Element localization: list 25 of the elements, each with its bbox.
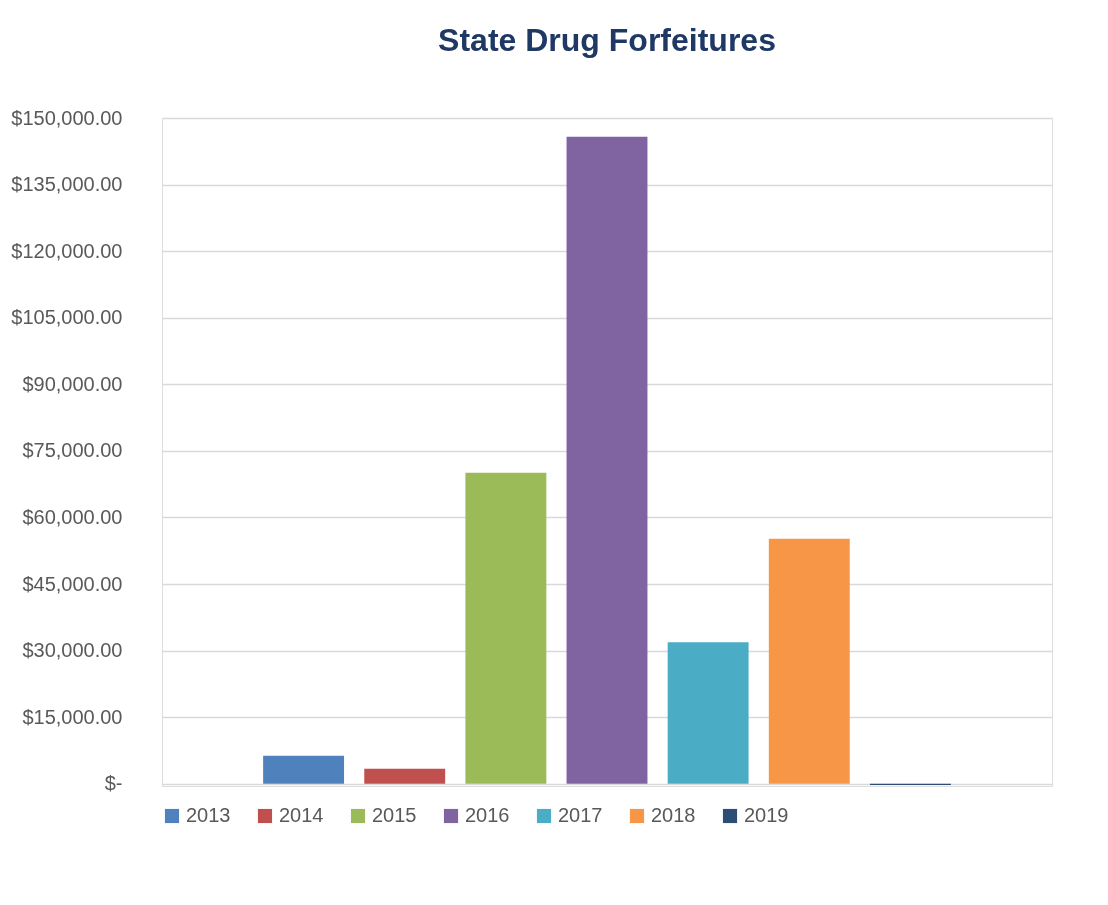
y-tick-label: $15,000.00	[22, 705, 123, 728]
legend-label: 2014	[279, 804, 324, 826]
legend-label: 2016	[465, 804, 510, 826]
y-tick-label: $135,000.00	[11, 173, 123, 196]
y-tick-label: $30,000.00	[22, 639, 123, 662]
bar	[364, 768, 446, 784]
legend-label: 2018	[651, 804, 696, 826]
bar	[566, 136, 648, 784]
chart-title: State Drug Forfeitures	[438, 22, 776, 58]
legend-label: 2013	[186, 804, 231, 826]
y-tick-label: $150,000.00	[11, 106, 123, 129]
y-tick-label: $90,000.00	[22, 372, 123, 395]
legend-label: 2019	[744, 804, 789, 826]
y-tick-label: $-	[104, 772, 123, 795]
y-tick-label: $45,000.00	[22, 572, 123, 595]
bar	[768, 538, 850, 784]
y-tick-label: $60,000.00	[22, 505, 123, 528]
legend-label: 2015	[372, 804, 417, 826]
y-tick-label: $75,000.00	[22, 439, 123, 462]
bar	[465, 472, 547, 784]
bar	[263, 755, 345, 784]
y-tick-label: $120,000.00	[11, 239, 123, 262]
y-tick-label: $105,000.00	[11, 306, 123, 329]
legend-label: 2017	[558, 804, 603, 826]
bar	[667, 642, 749, 784]
